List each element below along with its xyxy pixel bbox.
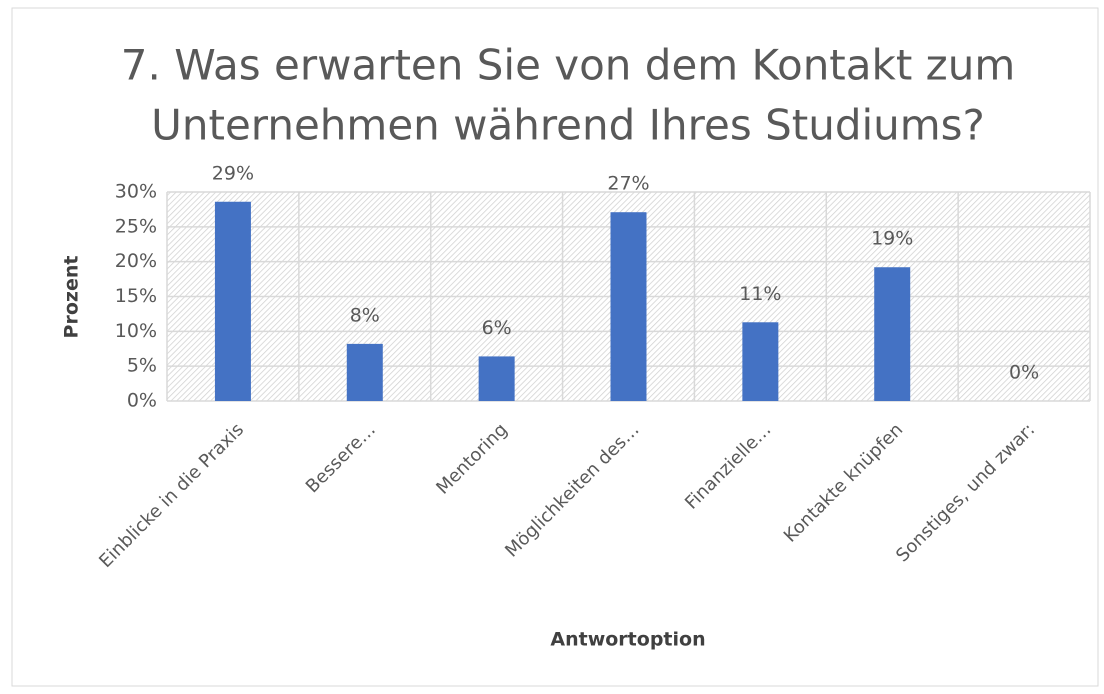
bar xyxy=(742,322,779,401)
data-label: 0% xyxy=(1009,362,1039,384)
y-tick-label: 15% xyxy=(115,285,157,307)
y-tick-label: 10% xyxy=(115,320,157,342)
data-label: 6% xyxy=(482,317,512,339)
bar xyxy=(214,201,251,401)
bar xyxy=(478,356,515,401)
y-tick-label: 5% xyxy=(127,355,157,377)
data-label: 19% xyxy=(871,228,913,250)
bar xyxy=(610,212,647,401)
y-tick-label: 30% xyxy=(115,181,157,203)
bar xyxy=(874,267,911,401)
x-axis-title: Antwortoption xyxy=(550,629,705,651)
data-label: 8% xyxy=(350,304,380,326)
y-axis-title: Prozent xyxy=(61,256,83,339)
y-tick-label: 25% xyxy=(115,215,157,237)
bar xyxy=(346,343,383,401)
y-tick-label: 0% xyxy=(127,390,157,412)
data-label: 29% xyxy=(212,162,254,184)
data-label: 27% xyxy=(607,173,649,195)
chart-title: Unternehmen während Ihres Studiums? xyxy=(151,101,985,150)
chart-title: 7. Was erwarten Sie von dem Kontakt zum xyxy=(121,41,1015,90)
y-tick-label: 20% xyxy=(115,250,157,272)
data-label: 11% xyxy=(739,283,781,305)
